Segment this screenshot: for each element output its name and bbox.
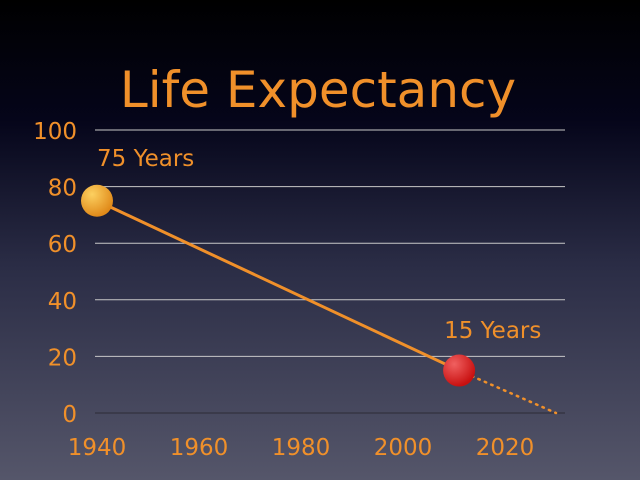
y-tick-label: 80 [48, 176, 77, 202]
y-tick-label: 0 [62, 402, 77, 428]
x-tick-label: 1940 [68, 435, 127, 461]
y-tick-label: 40 [48, 289, 77, 315]
data-point-marker [443, 354, 476, 387]
y-tick-label: 100 [33, 119, 77, 145]
data-point-marker [81, 184, 113, 217]
annotation-label: 75 Years [97, 146, 194, 172]
y-tick-label: 20 [48, 345, 77, 371]
x-tick-label: 2020 [476, 435, 535, 461]
x-tick-label: 1980 [272, 435, 331, 461]
x-tick-label: 2000 [374, 435, 433, 461]
x-tick-label: 1960 [170, 435, 229, 461]
series-line-observed [95, 199, 461, 373]
annotation-label: 15 Years [444, 318, 541, 344]
chart-title: Life Expectancy [120, 61, 516, 119]
y-tick-label: 60 [48, 232, 77, 258]
